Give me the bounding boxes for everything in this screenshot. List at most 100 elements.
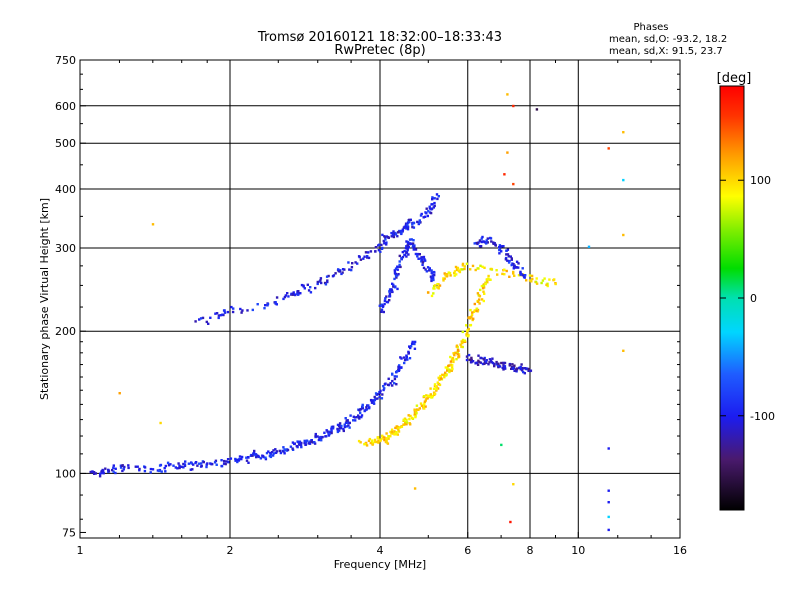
data-point (450, 369, 453, 372)
data-point (493, 363, 496, 366)
data-point (485, 239, 488, 242)
data-point (513, 265, 516, 268)
data-point (336, 427, 339, 431)
data-point (201, 316, 205, 320)
data-point (230, 305, 233, 309)
data-point (473, 302, 476, 306)
data-point (372, 399, 375, 402)
data-point (528, 279, 532, 282)
data-point (508, 275, 511, 278)
data-point (441, 373, 444, 377)
data-point (418, 253, 421, 256)
data-point (479, 264, 482, 267)
data-point (423, 400, 427, 403)
data-point (522, 370, 525, 374)
data-point (380, 308, 384, 311)
data-point (296, 440, 299, 443)
data-point (127, 466, 130, 470)
data-point (413, 408, 416, 411)
data-point (136, 465, 139, 468)
data-point (457, 353, 461, 356)
y-tick-label: 600 (55, 100, 76, 113)
data-point (409, 218, 412, 221)
data-point (435, 388, 438, 391)
data-point (427, 394, 430, 397)
data-point (607, 515, 610, 519)
data-point (413, 246, 416, 249)
data-point (622, 349, 625, 352)
data-point (348, 421, 351, 425)
data-point (500, 250, 503, 253)
data-point (377, 249, 381, 252)
data-point (394, 426, 397, 430)
data-point (297, 293, 300, 296)
data-point (519, 270, 522, 274)
data-point (358, 417, 361, 420)
data-point (151, 223, 155, 226)
data-point (466, 330, 469, 333)
data-point (506, 151, 509, 154)
data-point (408, 417, 411, 421)
data-point (182, 462, 185, 466)
data-point (511, 363, 514, 366)
data-point (221, 313, 224, 316)
data-point (476, 292, 480, 295)
data-point (149, 467, 153, 471)
data-point (490, 361, 494, 364)
data-point (272, 452, 276, 455)
data-point (405, 245, 408, 248)
data-point (480, 284, 484, 288)
data-point (180, 465, 183, 468)
data-point (448, 271, 452, 275)
data-point (503, 273, 506, 276)
data-point (380, 437, 384, 440)
data-point (369, 250, 373, 253)
data-point (163, 467, 166, 470)
data-point (240, 457, 243, 461)
data-point (393, 269, 396, 272)
data-point (293, 442, 296, 446)
data-point (392, 234, 395, 237)
data-point (506, 253, 510, 256)
data-point (541, 279, 545, 282)
data-point (489, 236, 492, 240)
data-point (500, 245, 503, 248)
data-point (471, 360, 475, 363)
data-point (107, 468, 110, 472)
data-point (495, 269, 498, 272)
data-point (238, 457, 241, 461)
data-point (349, 414, 352, 417)
data-point (510, 258, 513, 261)
data-point (449, 274, 452, 277)
data-point (91, 470, 94, 473)
data-point (459, 343, 462, 346)
data-point (340, 424, 343, 428)
data-point (92, 471, 96, 474)
data-point (324, 283, 328, 286)
data-point (442, 277, 445, 280)
data-point (465, 334, 468, 337)
data-point (523, 276, 526, 279)
data-point (607, 447, 610, 450)
data-point (500, 443, 503, 447)
data-point (485, 278, 489, 281)
data-point (376, 397, 379, 400)
data-point (178, 466, 181, 470)
data-point (451, 367, 454, 371)
data-point (487, 274, 490, 278)
data-point (143, 466, 147, 469)
data-point (465, 324, 468, 327)
data-point (373, 440, 377, 444)
data-point (379, 439, 382, 442)
data-point (381, 246, 384, 250)
data-point (327, 274, 330, 278)
data-point (359, 408, 362, 411)
data-point (393, 271, 397, 274)
data-point (607, 501, 610, 504)
data-point (350, 268, 353, 272)
data-point (535, 277, 538, 280)
data-point (469, 268, 472, 271)
data-point (475, 241, 479, 245)
data-point (407, 350, 410, 354)
data-point (391, 372, 394, 375)
